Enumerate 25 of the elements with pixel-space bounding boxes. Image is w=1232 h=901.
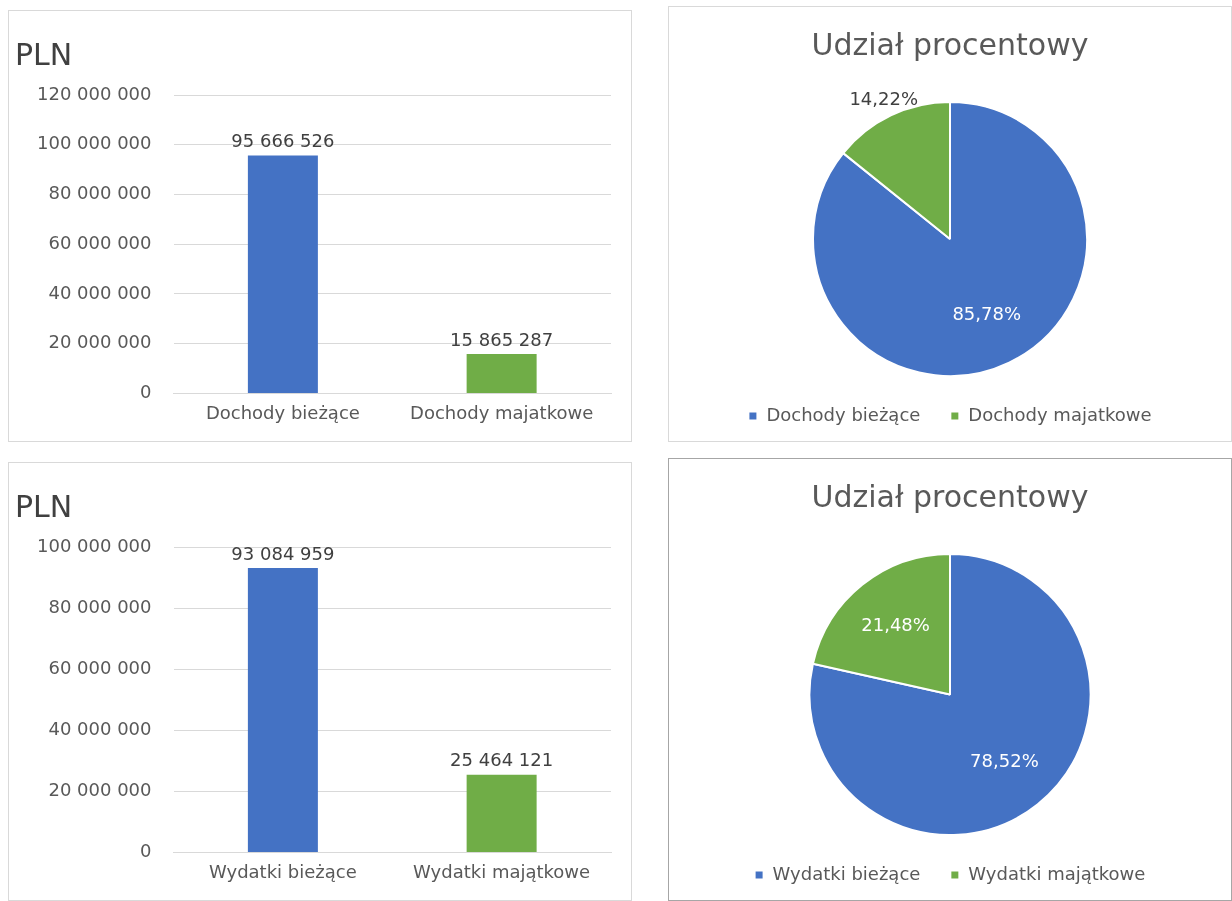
data-label: 95 666 526 [231, 130, 335, 152]
y-tick-label: 40 000 000 [48, 281, 152, 303]
data-label: 85,78% [952, 303, 1022, 325]
data-label: 25 464 121 [450, 749, 554, 771]
y-tick-label: 120 000 000 [37, 82, 152, 104]
y-tick-label: 60 000 000 [48, 656, 152, 678]
y-tick-label: 80 000 000 [48, 182, 152, 204]
y-tick-label: 100 000 000 [37, 132, 152, 154]
data-label: 93 084 959 [231, 542, 335, 564]
chart-title: Udział procentowy [811, 26, 1089, 62]
y-tick-label: 0 [140, 381, 152, 403]
data-label: 21,48% [861, 614, 930, 636]
y-tick-label: 80 000 000 [48, 595, 152, 617]
y-tick-label: 20 000 000 [48, 331, 152, 353]
y-tick-label: 100 000 000 [37, 534, 152, 556]
data-label: 14,22% [849, 88, 919, 110]
y-tick-label: 60 000 000 [48, 231, 152, 253]
data-label: 78,52% [970, 750, 1039, 772]
chart-title: Udział procentowy [811, 478, 1089, 514]
y-tick-label: 40 000 000 [48, 717, 152, 739]
chart-title: PLN [15, 488, 73, 524]
chart-title: PLN [15, 36, 73, 72]
y-tick-label: 0 [140, 840, 152, 862]
data-label: 15 865 287 [450, 328, 554, 350]
y-tick-label: 20 000 000 [48, 778, 152, 800]
